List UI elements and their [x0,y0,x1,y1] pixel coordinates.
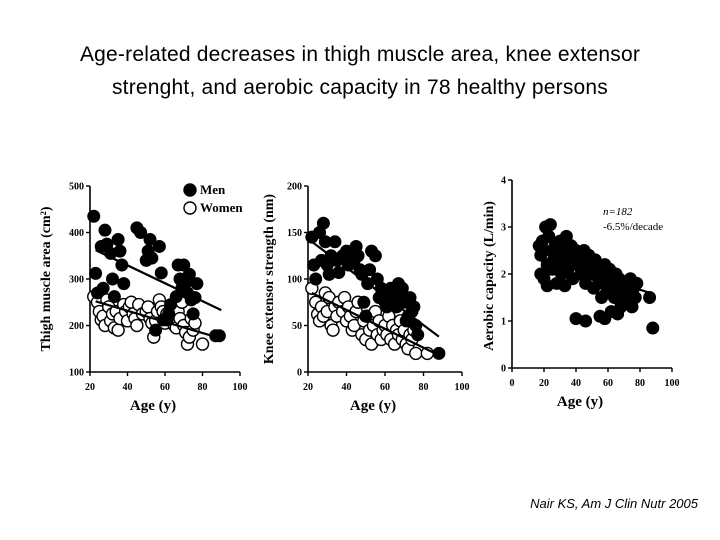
y-tick-label: 500 [69,182,84,193]
men-data-point [309,272,323,286]
y-tick-label: 100 [287,275,302,286]
men-data-point [154,266,168,280]
y-tick-label: 100 [69,368,84,379]
x-tick-label: 0 [510,378,515,389]
y-tick-label: 200 [287,182,302,193]
men-data-point [177,258,191,272]
men-data-point [316,216,330,230]
y-tick-label: 3 [501,223,506,234]
men-data-point [411,328,425,342]
women-data-point [130,318,144,333]
all-trend-line [538,256,650,294]
men-data-point [113,244,127,258]
annotation-n: n=182 [603,206,633,218]
legend-marker-men [183,183,197,197]
x-axis-label: Age (y) [350,398,396,414]
x-tick-label: 100 [455,382,470,393]
men-data-point [328,235,342,249]
y-tick-label: 400 [69,228,84,239]
slide-title-line-1: Age-related decreases in thigh muscle ar… [79,43,641,66]
y-axis-label: Thigh muscle area (cm²) [39,206,54,351]
x-axis-label: Age (y) [130,398,176,414]
women-trend-line [95,300,222,340]
men-data-point [395,281,409,295]
all-data-point [643,291,657,304]
x-tick-label: 40 [342,382,352,393]
x-tick-label: 40 [571,378,581,389]
men-data-point [368,249,382,263]
x-tick-label: 20 [85,382,95,393]
citation: Nair KS, Am J Clin Nutr 2005 [530,496,698,511]
y-tick-label: 2 [501,270,506,281]
x-tick-label: 20 [539,378,549,389]
x-tick-label: 80 [198,382,208,393]
y-tick-label: 0 [501,364,506,375]
x-tick-label: 100 [665,378,680,389]
x-tick-label: 60 [603,378,613,389]
y-tick-label: 4 [501,176,506,187]
men-trend-line [311,240,440,338]
men-trend-line [95,249,222,312]
x-tick-label: 60 [380,382,390,393]
x-tick-label: 80 [419,382,429,393]
legend-label-men: Men [200,182,226,197]
all-data-point [646,321,660,335]
women-data-point [326,323,340,337]
annotation-rate: -6.5%/decade [603,221,663,233]
x-tick-label: 40 [123,382,133,393]
x-tick-label: 80 [635,378,645,389]
y-tick-label: 50 [292,321,302,332]
men-data-point [182,267,196,281]
men-data-point [143,232,157,246]
legend-marker-women [183,201,197,215]
y-tick-label: 300 [69,275,84,286]
all-data-point [579,314,593,328]
y-tick-label: 200 [69,321,84,332]
men-data-point [106,272,119,286]
women-trend-line [311,291,440,357]
men-data-point [145,251,159,265]
x-axis-label: Age (y) [557,394,603,410]
men-data-point [87,209,101,223]
y-axis-label: Knee extensor strength (nm) [262,194,277,365]
y-axis-label: Aerobic capacity (L/min) [482,201,497,351]
men-data-point [186,307,200,321]
men-data-point [351,249,365,263]
men-data-point [117,277,131,291]
x-tick-label: 60 [160,382,170,393]
all-data-point [611,307,625,321]
men-data-point [134,226,148,239]
men-data-point [96,281,110,295]
slide-title: Age-related decreases in thigh muscle ar… [20,38,700,104]
men-data-point [107,290,121,304]
slide-title-line-2: strenght, and aerobic capacity in 78 hea… [111,76,609,99]
y-tick-label: 150 [287,228,302,239]
men-data-point [357,295,371,309]
men-data-point [149,323,163,337]
all-data-point [543,218,557,232]
men-data-point [363,263,377,277]
x-tick-label: 20 [303,382,313,393]
men-data-point [89,266,103,280]
legend-label-women: Women [200,200,243,215]
x-tick-label: 100 [233,382,248,393]
men-data-point [332,265,346,279]
men-data-point [152,239,166,253]
women-data-point [195,337,210,351]
all-data-point [628,291,642,304]
all-data-point [558,279,572,293]
men-data-point [407,300,421,314]
y-tick-label: 1 [501,317,506,328]
men-data-point [190,277,204,291]
y-tick-label: 0 [297,368,302,379]
men-data-point [98,223,112,237]
all-data-point [545,262,559,276]
